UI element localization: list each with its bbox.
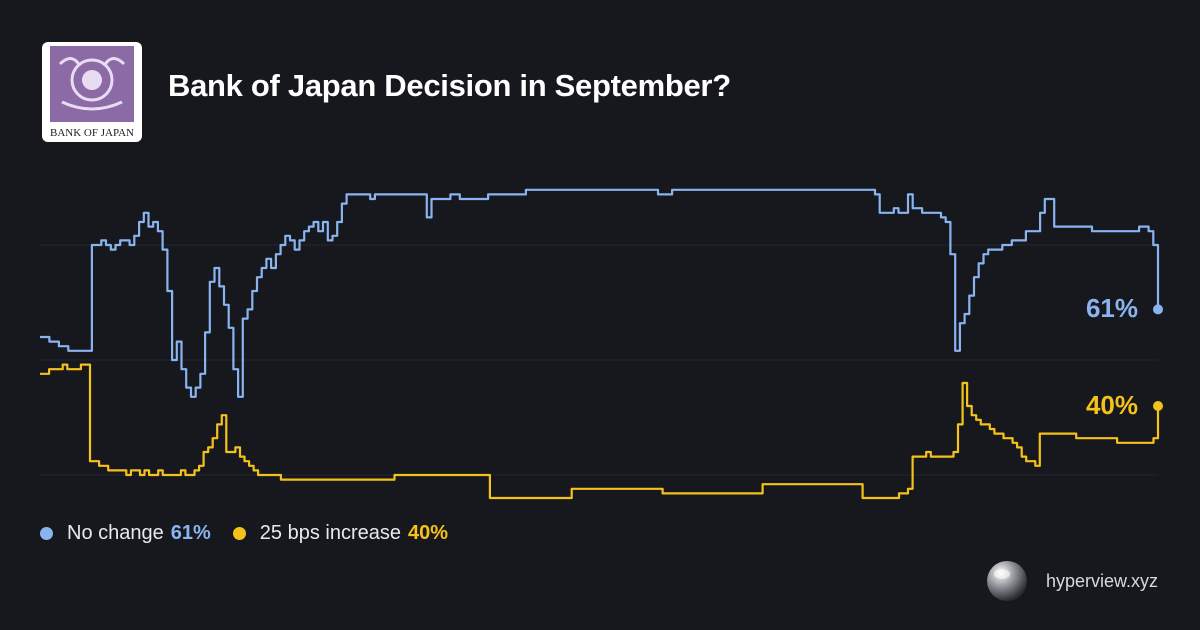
chart-gridlines (40, 244, 1158, 476)
chart-legend: No change 61% 25 bps increase 40% (40, 522, 470, 545)
legend-label-no-change: No change (67, 522, 164, 544)
series-end-point-no-change (1153, 304, 1163, 315)
brand: hyperview.xyz (986, 560, 1158, 602)
chart-series-group (40, 188, 1163, 500)
logo-emblem: BANK OF JAPAN (50, 46, 134, 139)
series-line-increase (40, 363, 1160, 500)
legend-dot-no-change (40, 527, 53, 540)
legend-value-no-change: 61% (170, 522, 211, 544)
bank-of-japan-logo: BANK OF JAPAN (42, 42, 142, 142)
legend-item-no-change: No change 61% (40, 522, 211, 545)
legend-item-increase: 25 bps increase 40% (232, 522, 449, 545)
hyperview-logo-icon (986, 561, 1027, 601)
brand-text[interactable]: hyperview.xyz (1045, 570, 1158, 591)
increase-end-label: 40% (1085, 390, 1138, 420)
logo-text: BANK OF JAPAN (50, 127, 134, 139)
legend-dot-increase (232, 527, 246, 540)
page-title: Bank of Japan Decision in September? (168, 68, 731, 103)
series-line-no-change (40, 188, 1160, 398)
legend-label-increase: 25 bps increase (259, 522, 401, 544)
series-end-point-increase (1153, 401, 1163, 411)
legend-value-increase: 40% (407, 522, 449, 544)
no-change-end-label: 61% (1085, 293, 1138, 324)
